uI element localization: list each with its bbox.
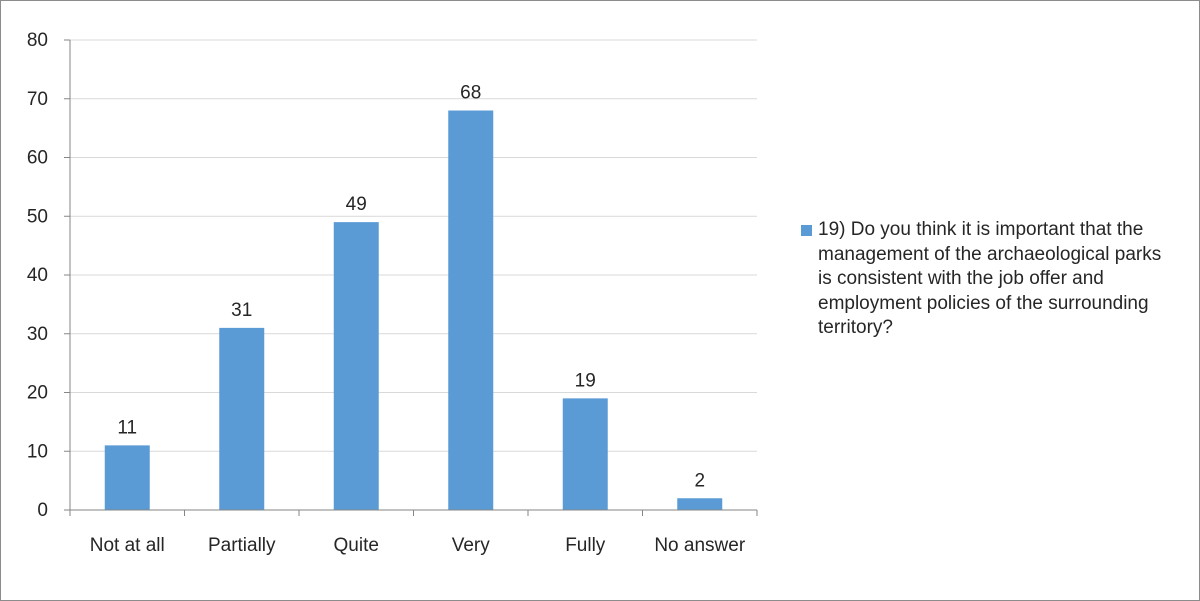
- y-axis-tick-labels: 0 10 20 30 40 50 60 70 80: [27, 30, 70, 521]
- data-label: 2: [694, 470, 705, 491]
- bar-fully: [562, 398, 608, 510]
- data-label: 49: [346, 194, 367, 215]
- data-label: 19: [575, 370, 596, 391]
- x-axis-ticks: [69, 510, 758, 516]
- legend-entry-label: 19) Do you think it is important that th…: [818, 219, 1162, 338]
- bar-not-at-all: [104, 445, 150, 510]
- data-labels: 11 31 49 68 19 2: [117, 83, 705, 492]
- x-axis-tick-labels: Not at all Partially Quite Very Fully No answ…: [90, 535, 746, 556]
- x-tick-label: Quite: [334, 535, 379, 556]
- data-label: 11: [117, 417, 137, 438]
- y-tick-label: 50: [27, 206, 48, 227]
- y-tick-label: 60: [27, 148, 48, 169]
- y-tick-label: 80: [27, 30, 48, 51]
- y-tick-label: 40: [27, 265, 48, 286]
- x-tick-label: Not at all: [90, 535, 165, 556]
- x-tick-label: Partially: [208, 535, 276, 556]
- y-tick-label: 10: [27, 441, 48, 462]
- y-tick-label: 30: [27, 324, 48, 345]
- x-tick-label: Fully: [565, 535, 606, 556]
- y-tick-label: 20: [27, 383, 48, 404]
- x-tick-label: No answer: [654, 535, 745, 556]
- bar-quite: [333, 222, 379, 510]
- x-tick-label: Very: [452, 535, 491, 556]
- bars: [104, 110, 723, 510]
- bar-partially: [219, 327, 265, 510]
- y-tick-label: 0: [37, 500, 48, 521]
- data-label: 68: [460, 83, 481, 104]
- gridlines: [70, 39, 757, 452]
- bar-no-answer: [677, 498, 723, 510]
- data-label: 31: [231, 300, 252, 321]
- legend-swatch: [801, 225, 812, 236]
- bar-very: [448, 110, 494, 510]
- y-tick-label: 70: [27, 89, 48, 110]
